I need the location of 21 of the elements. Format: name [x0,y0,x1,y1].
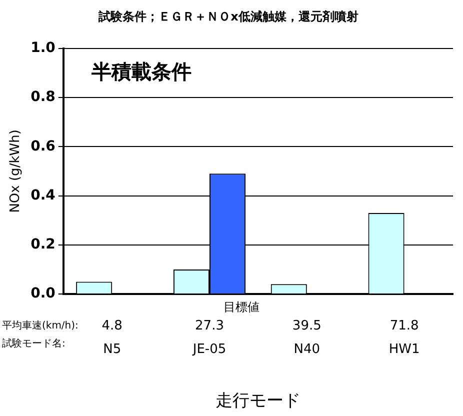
x-axis-title: 走行モード [216,391,301,412]
text: 27.3 [195,318,224,334]
y-tick-label: 0.4 [30,187,56,204]
x-tick-label: JE-05 [192,342,226,358]
x-tick-label: N40 [294,342,320,358]
chart-title: 試験条件；ＥＧＲ＋ＮＯx低減触媒，還元剤噴射 [98,9,358,24]
x-tick-label: HW1 [388,342,420,358]
text: 平均車速(km/h): [2,320,78,332]
text: 39.5 [292,318,322,334]
y-tick-label: 0.2 [30,236,56,253]
y-tick-label: 0.0 [30,286,56,302]
y-tick-label: 0.8 [30,89,56,106]
text: 4.8 [102,318,122,334]
series-label: 目標値 [224,300,260,314]
y-tick-label: 0.6 [30,138,56,154]
annotation: 半積載条件 [90,60,192,84]
text: 試験モード名: [2,338,66,350]
text: 71.8 [390,318,419,334]
x-tick-label: N5 [103,342,122,358]
y-tick-label: 1.0 [30,40,56,56]
y-axis-title: NOx (g/kWh) [8,130,24,213]
